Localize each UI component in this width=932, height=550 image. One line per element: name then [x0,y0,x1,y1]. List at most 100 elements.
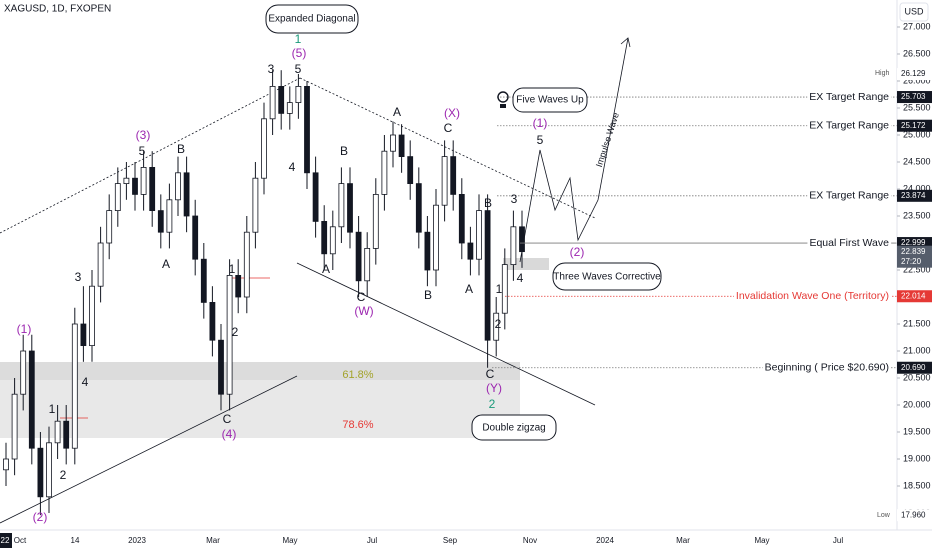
y-tick-label: 26.500 [903,48,931,58]
channel-upper [0,77,301,234]
price-badge [897,91,932,104]
candle-body [347,183,353,233]
candle-body [484,210,491,341]
candle-body [372,194,379,249]
fib-zone-top [0,362,520,380]
x-tick-label: May [282,536,297,545]
candle-body [424,231,431,271]
wave-label: 1 [295,32,302,46]
wave-label: A [465,282,473,296]
bulb-icon-base [500,104,506,108]
wave-label: 5 [537,133,544,147]
candle-body [261,118,267,179]
countdown: 27:20 [901,257,922,266]
candle-body [80,323,87,347]
wave-label: (W) [354,304,373,318]
box-label: Expanded Diagonal [268,14,355,25]
candle-body [157,210,164,233]
candle-body [355,231,362,282]
wave-label: (3) [136,128,151,142]
price-badge-label: 23.874 [901,191,926,200]
y-tick-label: 19.000 [903,453,931,463]
candle-body [312,172,319,222]
x-tick-label: Oct [14,536,27,545]
y-tick-label: 24.000 [903,183,931,193]
candle-body [97,242,104,287]
price-badge-label: 22.999 [901,238,926,247]
chart-title: XAGUSD, 1D, FXOPEN [4,4,111,15]
y-tick-label: 21.000 [903,345,931,355]
candle-body [364,248,371,282]
price-badge-label: 25.172 [901,121,926,130]
price-badge-label: 22.014 [901,291,926,300]
wave-label: (4) [222,427,237,441]
level-label-bg [807,189,892,202]
candle-body [510,226,517,266]
candle-body [415,183,422,233]
candle-body [329,226,336,255]
wave-label: 2 [489,397,496,411]
candle-body [140,167,147,195]
trend-lines [0,37,631,524]
wave-label: 4 [517,271,524,285]
wave-label: B [484,196,492,210]
arrow-head [620,37,631,48]
y-tick-label: 25.000 [903,129,931,139]
y-tick-label: 25.500 [903,102,931,112]
box [512,87,588,113]
wave-label: (2) [33,510,48,524]
candle-body [183,172,190,217]
wave-label: 5 [139,144,146,158]
box [265,4,359,34]
wave-label: 3 [75,270,82,284]
x-tick-label: 2023 [128,536,146,545]
y-tick-label: 20.000 [903,399,931,409]
wave-label: 2 [60,468,67,482]
box-label: Five Waves Up [516,95,584,106]
box-label: Double zigzag [482,423,545,434]
bulb-icon [497,91,509,103]
candle-body [467,242,474,260]
candle-body [269,86,276,120]
wave-label: C [486,367,495,381]
candle-body [295,86,302,104]
wave-label: (1) [17,322,32,336]
candles [3,70,525,516]
level-label-bg [807,236,892,249]
level-label-bg [762,361,891,374]
small-zone [503,258,549,270]
descending-lower [296,262,596,406]
wave-label: A [322,262,330,276]
x-tick-label: Jul [833,536,843,545]
candle-body [441,156,448,206]
candle-body [209,302,216,341]
candle-body [458,194,465,244]
x-tick-label: Jul [367,536,377,545]
candle-body [63,420,70,449]
wave-label: 3 [511,192,518,206]
price-badge-label: 25.703 [901,92,926,101]
level-label: EX Target Range [809,119,889,131]
fib-label: 61.8% [342,369,373,381]
wave-label: 1 [496,282,503,296]
x-tick-label: 14 [71,536,80,545]
candle-body [304,86,310,174]
candle-body [149,167,156,212]
y-tick-label: 18.500 [903,480,931,490]
date-highlight [0,533,12,548]
projection-path [519,37,629,263]
candle-body [286,102,293,114]
x-tick-label: Nov [523,536,537,545]
wave-label: C [444,121,453,135]
box [552,262,662,291]
candle-body [11,393,18,460]
level-label: EX Target Range [809,91,889,103]
candle-body [46,442,52,498]
candle-body [493,312,500,341]
x-tick-label: Mar [676,536,690,545]
candle-body [243,231,250,298]
last-price-label: 22.839 [901,247,926,256]
candle-body [398,134,405,158]
